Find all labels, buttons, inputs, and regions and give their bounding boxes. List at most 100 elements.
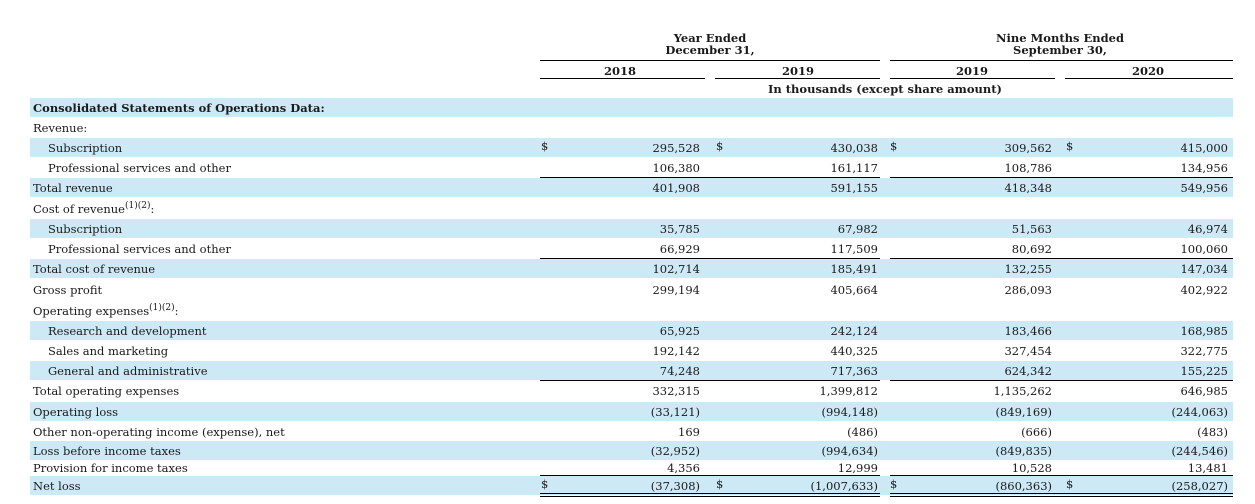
value-cell: 440,325 — [830, 344, 878, 358]
row-label: Total revenue — [33, 181, 113, 195]
value-cell: 117,509 — [830, 242, 878, 256]
row-label-text: Consolidated Statements of Operations Da… — [33, 101, 325, 115]
table-row: Subscription $295,528 $430,038 $309,562 $415… — [30, 138, 1233, 157]
unit-note: In thousands (except share amount) — [768, 82, 1002, 96]
value-cell: 65,925 — [659, 324, 700, 338]
value-cell: (32,952) — [650, 444, 700, 458]
row-label-text: Operating loss — [33, 405, 119, 419]
underline-revenue — [540, 177, 880, 178]
header-nine-months: Nine Months Ended September 30, — [975, 32, 1145, 56]
double-underline-net-loss — [540, 493, 880, 497]
header-rule-2018 — [540, 78, 705, 79]
row-label: Research and development — [48, 324, 206, 338]
underline-provision — [540, 475, 880, 476]
table-row: Subscription 35,785 67,982 51,563 46,974 — [30, 219, 1233, 238]
value-cell: (244,546) — [1171, 444, 1228, 458]
underline-revenue-nine — [890, 177, 1233, 178]
row-label: Total operating expenses — [33, 384, 179, 398]
underline-provision-nine — [890, 475, 1233, 476]
underline-cost — [540, 258, 880, 259]
value-cell: 100,060 — [1180, 242, 1228, 256]
value-cell: 405,664 — [830, 283, 878, 297]
value-cell: 134,956 — [1180, 161, 1228, 175]
dollar-sign: $ — [890, 477, 898, 491]
value-cell: 12,999 — [837, 461, 878, 475]
value-cell: 13,481 — [1187, 461, 1228, 475]
value-cell: 1,399,812 — [819, 384, 878, 398]
row-label: Operating expenses(1)(2): — [33, 303, 179, 318]
table-row: Operating loss (33,121) (994,148) (849,169)… — [30, 402, 1233, 421]
value-cell: 102,714 — [652, 262, 700, 276]
value-cell: (486) — [847, 425, 878, 439]
value-cell: 80,692 — [1011, 242, 1052, 256]
value-cell: 67,982 — [837, 222, 878, 236]
value-cell: (849,169) — [995, 405, 1052, 419]
table-row: Gross profit 299,194 405,664 286,093 402,922 — [30, 280, 1233, 299]
value-cell: 549,956 — [1180, 181, 1228, 195]
header-rule-2019 — [715, 78, 880, 79]
row-label: Gross profit — [33, 283, 102, 297]
value-cell: 161,117 — [830, 161, 878, 175]
value-cell: 108,786 — [1004, 161, 1052, 175]
row-label: Other non-operating income (expense), ne… — [33, 425, 285, 439]
table-row: General and administrative 74,248 717,363 6… — [30, 361, 1233, 380]
underline-opex — [540, 380, 880, 381]
value-cell: 309,562 — [1004, 141, 1052, 155]
value-cell: (258,027) — [1171, 479, 1228, 493]
value-cell: (483) — [1197, 425, 1228, 439]
col-header-2020: 2020 — [1131, 64, 1164, 78]
row-label-text: Gross profit — [33, 283, 103, 297]
value-cell: 646,985 — [1180, 384, 1228, 398]
value-cell: 192,142 — [652, 344, 700, 358]
header-year-ended-line2: December 31, — [665, 43, 755, 57]
table-row: Total revenue 401,908 591,155 418,348 549,95… — [30, 178, 1233, 197]
row-label-suffix: : — [174, 304, 179, 318]
value-cell: 717,363 — [830, 364, 878, 378]
row-label: Subscription — [48, 141, 122, 155]
value-cell: 169 — [678, 425, 700, 439]
value-cell: (860,363) — [995, 479, 1052, 493]
table-row: Sales and marketing 192,142 440,325 327,454… — [30, 341, 1233, 360]
header-rule-2020 — [1065, 78, 1233, 79]
dollar-sign: $ — [1066, 477, 1074, 491]
value-cell: (33,121) — [650, 405, 700, 419]
value-cell: 295,528 — [652, 141, 700, 155]
table-row: Total cost of revenue 102,714 185,491 132,2… — [30, 259, 1233, 278]
dollar-sign: $ — [1066, 139, 1074, 153]
row-label-text: Other non-operating income (expense), ne… — [33, 425, 285, 439]
header-nine-months-line1: Nine Months Ended — [996, 31, 1124, 45]
value-cell: 401,908 — [652, 181, 700, 195]
row-label: Subscription — [48, 222, 122, 236]
row-label: Professional services and other — [48, 242, 231, 256]
row-label: Net loss — [33, 479, 81, 493]
row-label: Provision for income taxes — [33, 461, 188, 475]
row-label-text: Operating expenses — [33, 304, 150, 318]
table-row: Professional services and other 106,380 16… — [30, 158, 1233, 177]
row-label-text: General and administrative — [48, 364, 208, 378]
value-cell: 106,380 — [652, 161, 700, 175]
row-label: Cost of revenue(1)(2): — [33, 201, 154, 216]
value-cell: 4,356 — [667, 461, 700, 475]
value-cell: 51,563 — [1011, 222, 1052, 236]
header-rule-year — [540, 60, 880, 61]
value-cell: 10,528 — [1011, 461, 1052, 475]
value-cell: 132,255 — [1004, 262, 1052, 276]
row-label: Operating loss — [33, 405, 118, 419]
table-row: Loss before income taxes (32,952) (994,634… — [30, 441, 1233, 460]
value-cell: 147,034 — [1180, 262, 1228, 276]
value-cell: (37,308) — [650, 479, 700, 493]
table-row: Cost of revenue(1)(2): — [30, 198, 1233, 217]
value-cell: 74,248 — [659, 364, 700, 378]
value-cell: 299,194 — [652, 283, 700, 297]
header-year-ended-line1: Year Ended — [673, 31, 747, 45]
value-cell: 1,135,262 — [993, 384, 1052, 398]
header-year-ended: Year Ended December 31, — [630, 32, 790, 56]
value-cell: 322,775 — [1180, 344, 1228, 358]
table-row: Provision for income taxes 4,356 12,999 10,… — [30, 458, 1233, 477]
table-row: Research and development 65,925 242,124 183… — [30, 321, 1233, 340]
value-cell: (849,835) — [995, 444, 1052, 458]
footnote-ref: (1)(2) — [124, 201, 151, 211]
value-cell: 185,491 — [830, 262, 878, 276]
value-cell: (666) — [1021, 425, 1052, 439]
row-label-text: Total cost of revenue — [33, 262, 156, 276]
